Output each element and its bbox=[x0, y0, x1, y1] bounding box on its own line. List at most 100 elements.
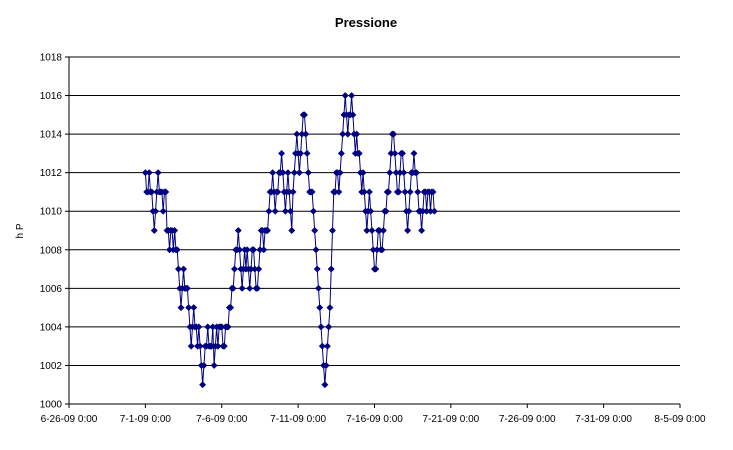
data-point bbox=[372, 265, 380, 273]
data-point bbox=[359, 169, 367, 177]
data-point bbox=[418, 226, 426, 235]
data-point bbox=[412, 169, 421, 177]
data-point bbox=[382, 207, 390, 215]
data-point bbox=[177, 304, 185, 312]
data-point bbox=[355, 149, 363, 157]
data-point bbox=[322, 361, 330, 369]
y-axis-title: h P bbox=[15, 223, 26, 238]
data-point bbox=[318, 342, 326, 350]
data-point bbox=[264, 226, 272, 235]
data-point bbox=[260, 246, 268, 254]
data-point bbox=[220, 342, 228, 350]
data-point bbox=[353, 130, 361, 138]
data-point bbox=[390, 130, 398, 138]
data-point bbox=[410, 149, 418, 157]
data-point bbox=[229, 284, 237, 292]
data-point bbox=[238, 284, 246, 292]
data-point bbox=[152, 207, 160, 215]
data-point bbox=[190, 304, 198, 312]
y-tick-label: 1008 bbox=[40, 245, 63, 256]
data-point bbox=[286, 207, 295, 215]
data-point bbox=[154, 169, 162, 177]
data-point bbox=[173, 246, 181, 254]
y-tick-label: 1010 bbox=[40, 207, 63, 218]
y-tick-label: 1002 bbox=[40, 361, 63, 372]
data-point bbox=[309, 207, 317, 215]
data-point bbox=[243, 246, 251, 254]
data-point bbox=[308, 188, 316, 196]
data-point bbox=[368, 226, 376, 235]
data-point bbox=[339, 130, 347, 138]
data-point bbox=[398, 149, 407, 157]
data-point bbox=[180, 265, 188, 273]
data-point bbox=[323, 342, 331, 350]
data-point bbox=[429, 188, 437, 196]
data-point bbox=[297, 149, 305, 157]
data-point bbox=[304, 169, 312, 177]
data-point bbox=[326, 304, 334, 312]
data-point bbox=[159, 207, 167, 215]
data-point bbox=[204, 323, 212, 331]
data-point bbox=[336, 169, 344, 177]
x-tick-label: 6-26-09 0:00 bbox=[41, 414, 98, 425]
y-tick-label: 1000 bbox=[40, 400, 63, 411]
data-point bbox=[274, 188, 282, 196]
data-point bbox=[312, 246, 320, 254]
data-point bbox=[284, 169, 292, 177]
data-point bbox=[327, 265, 335, 273]
data-point bbox=[404, 226, 412, 235]
data-point bbox=[199, 381, 207, 389]
y-tick-label: 1006 bbox=[40, 284, 63, 295]
data-point bbox=[279, 169, 287, 177]
data-point bbox=[378, 246, 386, 254]
y-tick-label: 1014 bbox=[40, 130, 63, 141]
data-point bbox=[349, 111, 357, 119]
data-point bbox=[289, 188, 297, 196]
data-point bbox=[321, 381, 329, 389]
data-point bbox=[400, 169, 408, 177]
data-point bbox=[162, 188, 170, 196]
data-point bbox=[293, 130, 301, 138]
data-point bbox=[316, 304, 324, 312]
data-point bbox=[290, 169, 298, 177]
x-tick-label: 7-21-09 0:00 bbox=[423, 414, 480, 425]
data-point bbox=[341, 92, 349, 100]
data-point bbox=[337, 149, 345, 157]
x-tick-label: 7-16-09 0:00 bbox=[346, 414, 403, 425]
x-tick-labels: 6-26-09 0:00 7-1-09 0:00 7-6-09 0:00 7-11-0… bbox=[41, 404, 706, 425]
data-point bbox=[271, 207, 279, 215]
data-point bbox=[255, 265, 263, 273]
data-point bbox=[234, 226, 242, 235]
series-pressione bbox=[141, 92, 438, 389]
x-tick-label: 7-26-09 0:00 bbox=[499, 414, 556, 425]
data-point bbox=[311, 226, 319, 235]
data-point bbox=[196, 342, 204, 350]
data-point bbox=[344, 130, 352, 138]
y-tick-label: 1004 bbox=[40, 322, 63, 333]
data-point bbox=[430, 207, 438, 215]
data-point bbox=[185, 304, 193, 312]
data-point bbox=[367, 207, 375, 215]
data-point bbox=[145, 169, 153, 177]
data-point bbox=[246, 284, 254, 292]
data-point bbox=[230, 265, 239, 273]
data-point bbox=[174, 265, 183, 273]
data-point bbox=[171, 226, 179, 235]
data-point bbox=[187, 342, 195, 350]
data-point bbox=[365, 188, 373, 196]
data-point bbox=[360, 188, 368, 196]
data-point bbox=[379, 226, 387, 235]
x-tick-label: 7-11-09 0:00 bbox=[270, 414, 326, 425]
data-point bbox=[224, 323, 232, 331]
data-point bbox=[386, 169, 394, 177]
data-point bbox=[384, 188, 393, 196]
data-point bbox=[300, 111, 309, 119]
data-point bbox=[210, 361, 218, 369]
data-point bbox=[253, 284, 261, 292]
data-point bbox=[314, 284, 323, 292]
data-point bbox=[265, 207, 273, 215]
data-point bbox=[395, 188, 403, 196]
data-point bbox=[295, 169, 303, 177]
y-tick-label: 1018 bbox=[40, 53, 63, 64]
